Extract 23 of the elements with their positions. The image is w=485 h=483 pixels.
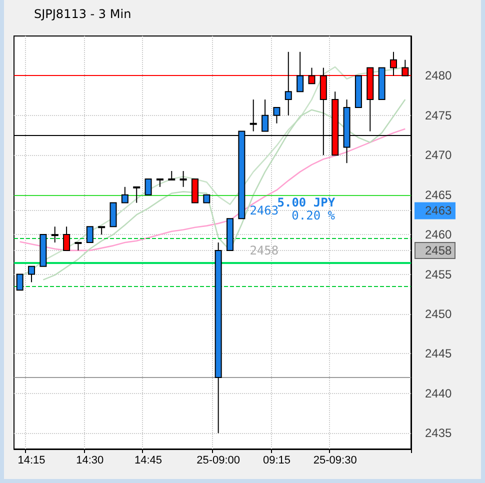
- y-tick-label: 2455: [425, 267, 452, 282]
- annotation: 0.20 %: [292, 208, 336, 223]
- x-tick-label: 14:45: [134, 454, 162, 466]
- y-tick-label: 2470: [425, 148, 452, 162]
- annotation: 5.00 JPY: [277, 196, 336, 210]
- y-tick-label: 2460: [425, 228, 452, 242]
- annotation: 2458: [250, 243, 279, 258]
- y-tick-label: 2440: [425, 386, 452, 400]
- x-tick-label: 25-09:30: [313, 454, 357, 466]
- y-tick-label: 2463: [425, 204, 452, 218]
- y-tick-label: 2435: [425, 426, 452, 440]
- x-tick-label: 14:15: [18, 454, 46, 466]
- x-tick-label: 25-09:00: [196, 454, 240, 466]
- annotation: 2463: [250, 204, 279, 218]
- y-tick-label: 2450: [425, 306, 452, 321]
- y-tick-label: 2480: [425, 68, 452, 83]
- chart-title: SJPJ8113 - 3 Min: [34, 7, 132, 21]
- y-tick-label: 2445: [425, 346, 452, 361]
- y-tick-label: 2475: [425, 108, 452, 122]
- x-tick-label: 14:30: [76, 454, 104, 466]
- x-tick-label: 09:15: [262, 454, 290, 466]
- y-tick-label: 2465: [425, 188, 452, 202]
- y-tick-label: 2458: [425, 243, 452, 258]
